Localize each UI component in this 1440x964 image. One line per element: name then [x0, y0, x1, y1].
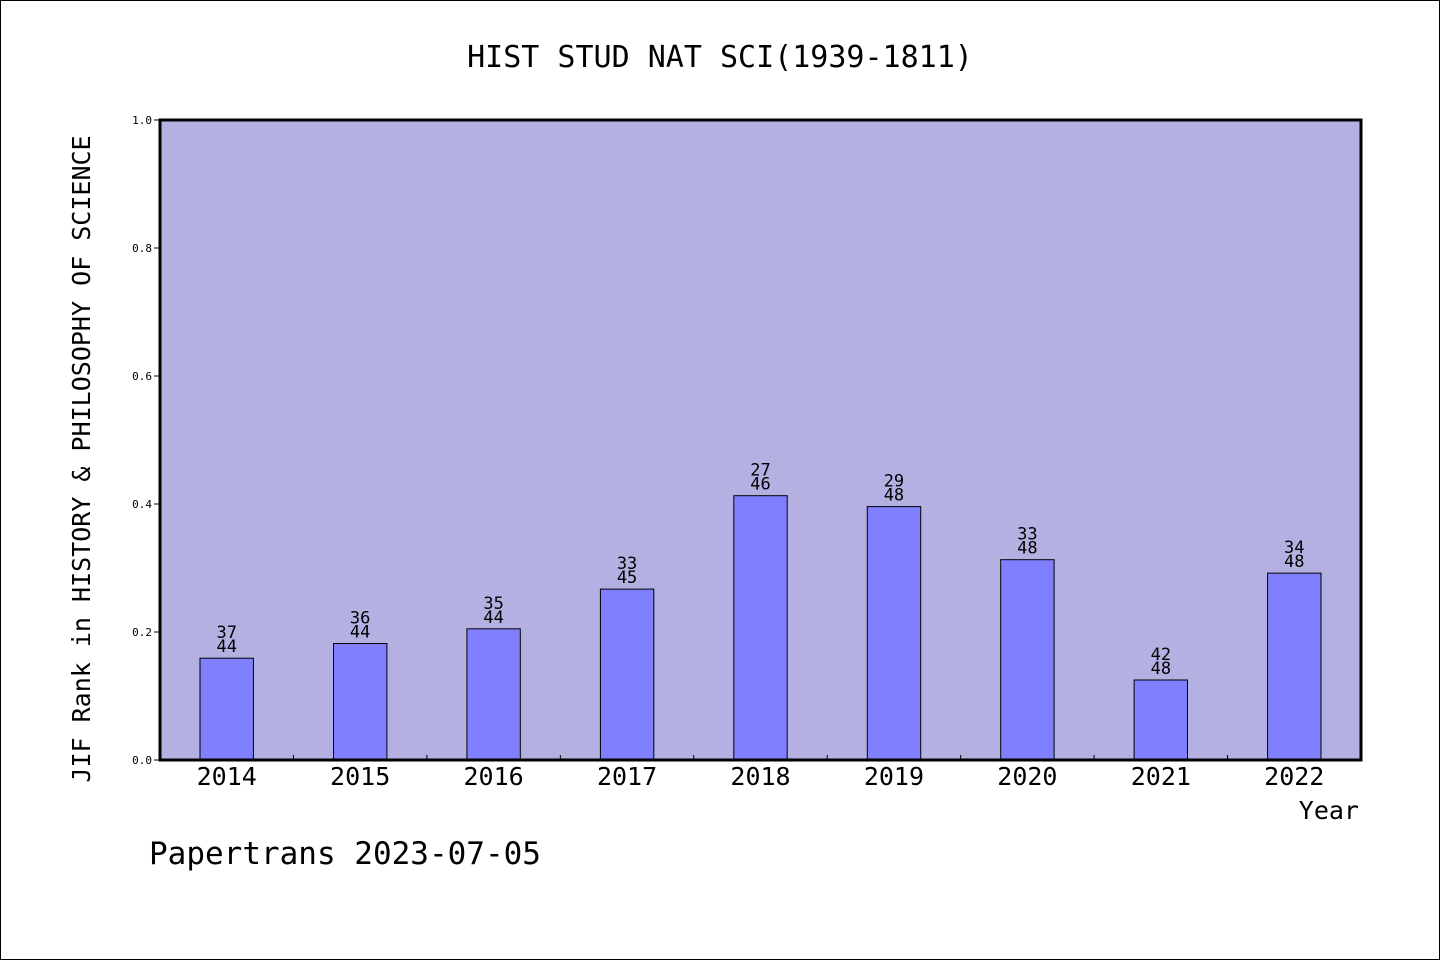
y-tick-label: 0.6 [132, 370, 152, 383]
x-tick-label: 2019 [864, 762, 924, 791]
bar-2014 [199, 657, 254, 761]
y-tick-label: 0.2 [132, 626, 152, 639]
bar-2018 [733, 495, 788, 761]
bar-2017 [599, 588, 655, 761]
bar-label-rank: 35 [483, 594, 503, 614]
y-tick-label: 1.0 [132, 114, 152, 127]
bar-2015 [333, 643, 388, 761]
x-tick-label: 2022 [1264, 762, 1324, 791]
bar-label-rank: 34 [1284, 538, 1304, 558]
bar-label-rank: 36 [350, 609, 370, 629]
bar-label-rank: 33 [617, 554, 637, 574]
bar-label-total: 48 [1284, 552, 1304, 572]
x-tick-label: 2016 [464, 762, 524, 791]
bar-2022 [1267, 572, 1322, 761]
x-tick-label: 2017 [597, 762, 657, 791]
bar-label-total: 48 [1017, 539, 1037, 559]
x-tick-label: 2020 [997, 762, 1057, 791]
chart-title: HIST STUD NAT SCI(1939-1811) [467, 40, 973, 75]
bar-label-rank: 42 [1151, 645, 1171, 665]
bar-label-total: 44 [216, 637, 236, 657]
bar-label-total: 48 [1151, 659, 1171, 679]
bar-label-total: 44 [350, 623, 370, 643]
bar-label-rank: 33 [1017, 525, 1037, 545]
plot-border [158, 118, 1363, 762]
bar-label-rank: 29 [884, 472, 904, 492]
y-axis-label: JIF Rank in HISTORY & PHILOSOPHY OF SCIE… [67, 135, 96, 782]
footer-text: Papertrans 2023-07-05 [149, 836, 541, 872]
bar-2020 [1000, 559, 1055, 761]
bar-2021 [1133, 679, 1188, 761]
x-tick-label: 2021 [1131, 762, 1191, 791]
bar-label-total: 44 [483, 608, 503, 628]
x-tick-label: 2018 [730, 762, 790, 791]
y-tick-label: 0.4 [132, 498, 152, 511]
bar-label-total: 46 [750, 475, 770, 495]
bar-2016 [466, 628, 521, 761]
bar-label-total: 45 [617, 568, 637, 588]
bar-2019 [866, 506, 922, 761]
x-axis-label: Year [1299, 796, 1359, 825]
bar-label-total: 48 [884, 486, 904, 506]
y-tick-label: 0.0 [132, 754, 152, 767]
x-tick-label: 2014 [197, 762, 257, 791]
bar-label-rank: 27 [750, 461, 770, 481]
y-tick-label: 0.8 [132, 242, 152, 255]
bar-label-rank: 37 [216, 623, 236, 643]
x-tick-label: 2015 [330, 762, 390, 791]
